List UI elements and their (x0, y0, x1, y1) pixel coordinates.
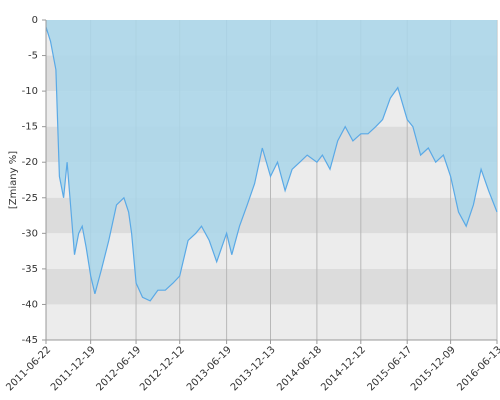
x-tick-label: 2014-12-12 (319, 344, 368, 393)
y-tick-label: -45 (22, 335, 38, 346)
x-tick-label: 2012-06-19 (94, 344, 143, 393)
x-tick-label: 2015-06-17 (366, 344, 415, 393)
band (46, 197, 497, 234)
y-tick-label: 0 (32, 15, 38, 26)
x-tick-label: 2013-06-19 (185, 344, 234, 393)
x-tick-label: 2013-12-13 (229, 344, 278, 393)
y-tick-label: -30 (22, 228, 38, 239)
y-axis-label: [Zmiany %] (8, 151, 19, 209)
x-tick-label: 2012-12-12 (138, 344, 187, 393)
x-tick-label: 2011-12-19 (49, 344, 98, 393)
y-tick-label: -15 (22, 122, 38, 133)
area (46, 20, 497, 301)
band (46, 233, 497, 269)
x-tick-label: 2011-06-22 (4, 344, 53, 393)
x-tick-label: 2015-12-09 (409, 344, 458, 393)
x-tick-label: 2016-06-13 (455, 344, 500, 393)
y-tick-label: -35 (22, 264, 38, 275)
x-tick-label: 2014-06-18 (275, 344, 324, 393)
band (46, 304, 497, 340)
y-tick-label: -20 (22, 157, 38, 168)
y-tick-label: -10 (22, 86, 38, 97)
y-tick-label: -40 (22, 299, 38, 310)
y-tick-label: -5 (28, 51, 38, 62)
band (46, 268, 497, 305)
y-tick-label: -25 (22, 193, 38, 204)
line (45, 26, 498, 302)
